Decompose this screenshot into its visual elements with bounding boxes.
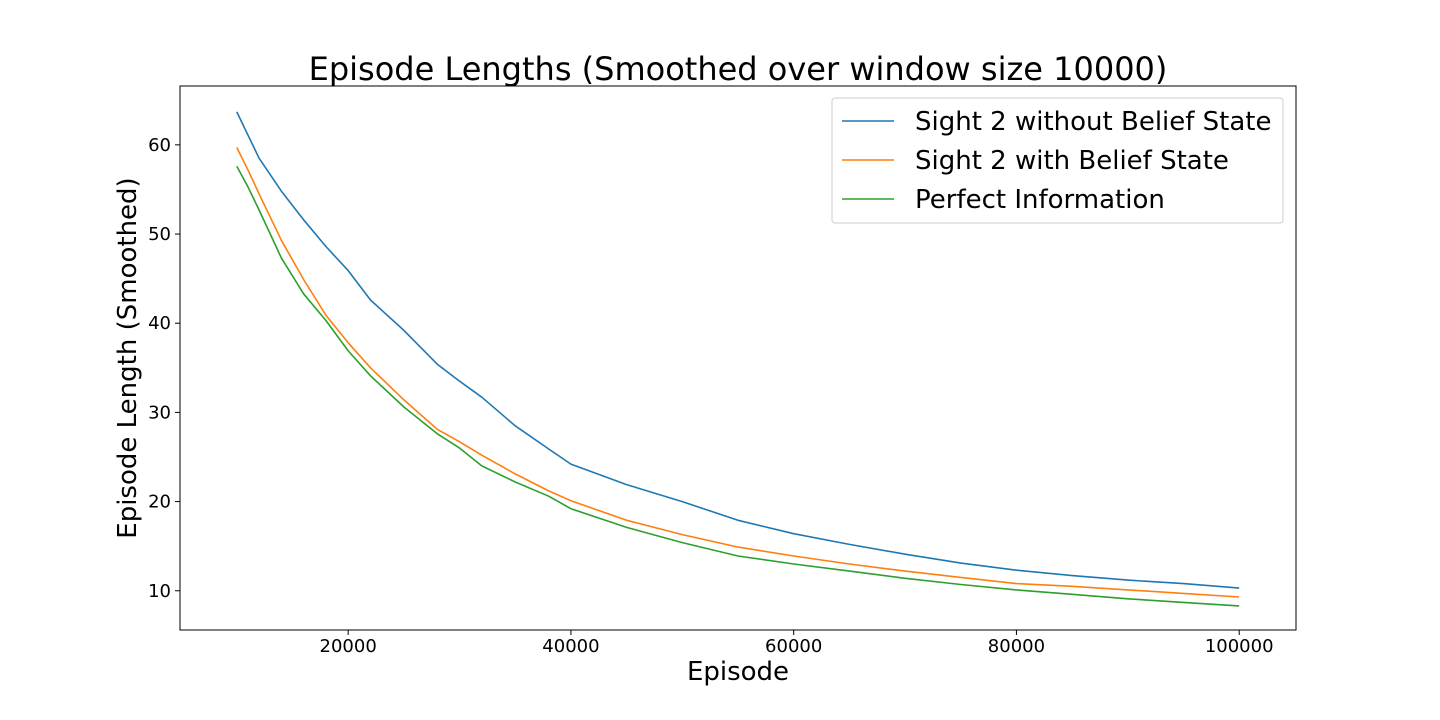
y-axis-ticks: 10 20 30 40 50 60 (148, 135, 180, 602)
y-tick-label-3: 40 (148, 313, 171, 334)
x-tick-label-3: 80000 (988, 636, 1045, 657)
y-tick-label-0: 10 (148, 581, 171, 602)
y-tick-label-1: 20 (148, 492, 171, 513)
x-tick-label-0: 20000 (320, 636, 377, 657)
y-axis-label: Episode Length (Smoothed) (113, 177, 143, 538)
y-tick-label-4: 50 (148, 224, 171, 245)
x-axis-label: Episode (687, 657, 789, 687)
x-tick-label-4: 100000 (1205, 636, 1274, 657)
legend-label-2: Perfect Information (915, 185, 1165, 215)
legend: Sight 2 without Belief State Sight 2 with… (831, 97, 1284, 224)
chart-title: Episode Lengths (Smoothed over window si… (309, 50, 1168, 88)
series-line-0 (236, 111, 1240, 589)
x-axis-ticks: 20000 40000 60000 80000 100000 (320, 630, 1274, 657)
y-tick-label-2: 30 (148, 402, 171, 423)
x-tick-label-2: 60000 (765, 636, 822, 657)
legend-box (831, 97, 1284, 224)
y-tick-label-5: 60 (148, 135, 171, 156)
legend-label-1: Sight 2 with Belief State (915, 146, 1229, 176)
plot-series-group (236, 111, 1240, 607)
x-tick-label-1: 40000 (542, 636, 599, 657)
legend-label-0: Sight 2 without Belief State (915, 107, 1272, 137)
series-line-2 (236, 165, 1240, 607)
series-line-1 (236, 147, 1240, 598)
plot-frame (179, 85, 1297, 631)
